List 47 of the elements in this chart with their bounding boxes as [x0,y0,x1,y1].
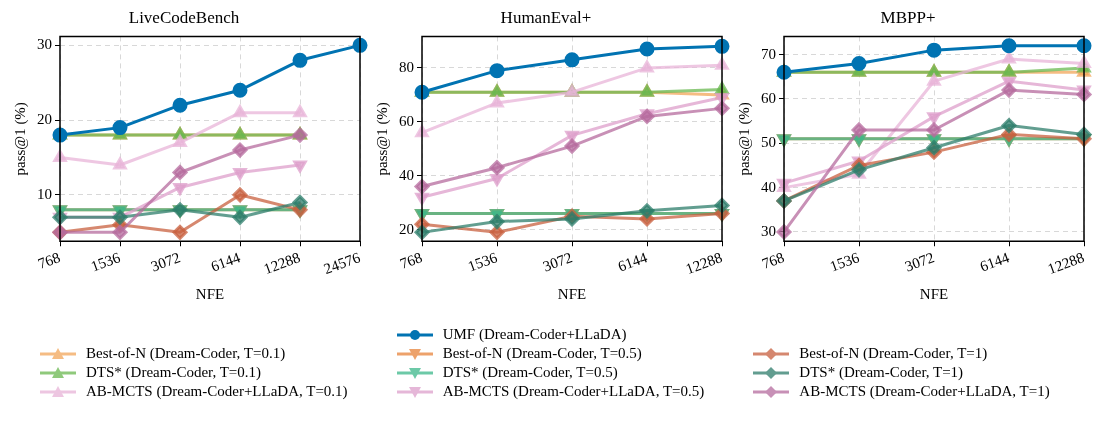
y-axis-title: pass@1 (%) [735,102,753,176]
y-tick-label: 40 [399,166,414,183]
y-tick-label: 20 [37,111,52,128]
legend-label: AB-MCTS (Dream-Coder+LLaDA, T=0.5) [442,383,705,400]
legend-label: AB-MCTS (Dream-Coder+LLaDA, T=0.1) [86,383,348,400]
legend-label: DTS* (Dream-Coder, T=0.5) [442,364,618,381]
x-tick-label: 3072 [148,249,183,275]
x-tick-label: 768 [397,249,425,272]
x-tick-label: 12288 [683,249,725,278]
legend-label: Best-of-N (Dream-Coder, T=0.5) [442,345,642,362]
x-tick-label: 12288 [261,249,303,278]
y-tick-label: 70 [761,45,776,62]
x-axis-title: NFE [557,285,587,302]
chart-title: HumanEval+ [500,7,592,27]
x-tick-label: 1536 [465,249,500,275]
x-tick-label: 24576 [321,249,363,278]
y-tick-label: 30 [761,222,776,239]
legend-label: Best-of-N (Dream-Coder, T=1) [799,345,988,362]
legend-label: DTS* (Dream-Coder, T=0.1) [86,364,262,381]
legend-label: Best-of-N (Dream-Coder, T=0.1) [86,345,286,362]
x-tick-label: 6144 [615,249,650,275]
chart-title: MBPP+ [880,7,936,27]
x-tick-label: 768 [35,249,63,272]
y-tick-label: 60 [399,112,414,129]
x-tick-label: 3072 [902,249,937,275]
y-tick-label: 10 [37,185,52,202]
y-tick-label: 80 [399,58,414,75]
chart-title: LiveCodeBench [128,7,240,27]
y-tick-label: 20 [399,220,414,237]
y-axis-title: pass@1 (%) [373,102,391,176]
legend-label: UMF (Dream-Coder+LLaDA) [442,326,627,343]
y-tick-label: 50 [761,134,776,151]
x-tick-label: 1536 [827,249,862,275]
x-axis-title: NFE [195,285,225,302]
x-axis-title: NFE [919,285,949,302]
y-tick-label: 30 [37,36,52,53]
x-tick-label: 1536 [88,249,123,275]
y-tick-label: 40 [761,178,776,195]
x-tick-label: 12288 [1045,249,1087,278]
legend-label: DTS* (Dream-Coder, T=1) [799,364,964,381]
x-tick-label: 6144 [977,249,1012,275]
y-tick-label: 60 [761,89,776,106]
legend-label: AB-MCTS (Dream-Coder+LLaDA, T=1) [799,383,1050,400]
y-axis-title: pass@1 (%) [11,102,29,176]
x-tick-label: 6144 [208,249,243,275]
x-tick-label: 3072 [540,249,575,275]
x-tick-label: 768 [759,249,787,272]
